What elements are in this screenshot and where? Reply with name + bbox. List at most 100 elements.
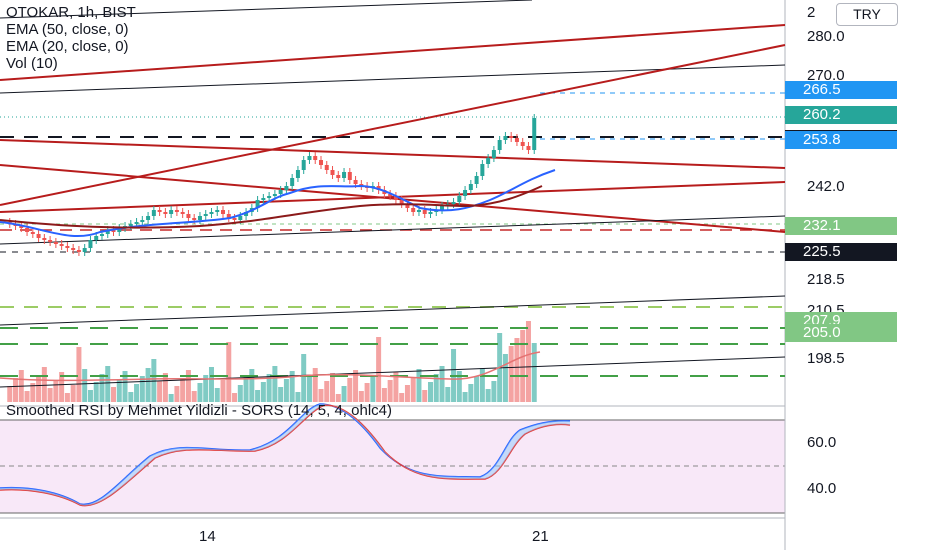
volume-bar	[531, 343, 537, 402]
legend-ema20[interactable]: EMA (20, close, 0)	[6, 38, 129, 55]
candle-body	[203, 214, 208, 216]
volume-bar	[122, 371, 128, 402]
volume-bar	[191, 391, 197, 402]
volume-bar	[30, 383, 36, 402]
candle-body	[65, 246, 70, 248]
candle-body	[347, 172, 352, 180]
volume-bar	[387, 380, 393, 402]
volume-bars	[7, 321, 537, 402]
volume-bar	[376, 337, 382, 402]
volume-bar	[301, 354, 307, 402]
volume-bar	[249, 369, 255, 402]
volume-bar	[226, 342, 232, 402]
candle-body	[255, 200, 260, 208]
volume-bar	[47, 388, 53, 402]
volume-bar	[128, 392, 134, 402]
volume-bar	[116, 379, 122, 402]
volume-bar	[36, 375, 42, 402]
x-tick-label: 14	[199, 528, 216, 545]
volume-bar	[324, 381, 330, 402]
candle-body	[474, 176, 479, 184]
volume-bar	[24, 391, 30, 402]
rsi-title[interactable]: Smoothed RSI by Mehmet Yildizli - SORS (…	[6, 402, 392, 419]
candle-body	[416, 210, 421, 212]
volume-bar	[462, 392, 468, 402]
legend-vol[interactable]: Vol (10)	[6, 55, 58, 72]
candle-body	[342, 172, 347, 178]
volume-bar	[514, 338, 520, 402]
candle-body	[267, 196, 272, 198]
volume-bar	[370, 375, 376, 402]
candle-body	[105, 230, 110, 234]
candle-body	[221, 210, 226, 214]
y-tick-label: 198.5	[807, 350, 845, 367]
candle-body	[174, 210, 179, 212]
volume-bar	[93, 382, 99, 402]
volume-bar	[485, 389, 491, 402]
candle-body	[111, 230, 116, 232]
volume-bar	[474, 376, 480, 402]
candle-body	[192, 218, 197, 220]
volume-bar	[174, 386, 180, 402]
candle-body	[318, 160, 323, 165]
volume-bar	[64, 393, 70, 402]
candle-body	[272, 194, 277, 196]
volume-bar	[410, 377, 416, 402]
candle-body	[290, 178, 295, 186]
trendline-bottom	[0, 356, 786, 388]
price-tag: 260.2	[785, 106, 897, 124]
volume-bar	[168, 394, 174, 402]
volume-bar	[295, 392, 301, 402]
candle-body	[140, 220, 145, 222]
candle-body	[169, 210, 174, 214]
volume-bar	[13, 378, 19, 402]
volume-bar	[220, 380, 226, 402]
y-tick-label: 270.0	[807, 67, 845, 84]
candle-body	[295, 170, 300, 178]
legend-symbol[interactable]: OTOKAR, 1h, BIST	[6, 4, 136, 21]
candle-body	[215, 210, 220, 212]
y-tick-label: 218.5	[807, 271, 845, 288]
candle-body	[313, 156, 318, 160]
volume-bar	[266, 374, 272, 402]
trendline-red-upper	[0, 24, 786, 81]
volume-bar	[7, 386, 13, 402]
volume-bar	[306, 376, 312, 402]
volume-bar	[520, 330, 526, 402]
volume-bar	[312, 368, 318, 402]
candle-body	[376, 186, 381, 190]
rsi-y-tick-label: 60.0	[807, 434, 837, 451]
legend-ema50[interactable]: EMA (50, close, 0)	[6, 21, 129, 38]
candle-body	[244, 212, 249, 216]
candle-body	[468, 184, 473, 190]
candle-body	[186, 214, 191, 218]
candle-body	[278, 190, 283, 194]
volume-bar	[502, 354, 508, 402]
candle-body	[336, 175, 341, 178]
volume-bar	[145, 368, 151, 402]
volume-bar	[330, 373, 336, 402]
candle-body	[497, 140, 502, 150]
candle-body	[261, 198, 266, 200]
ema50-line	[0, 185, 543, 229]
volume-bar	[203, 375, 209, 402]
volume-bar	[260, 382, 266, 402]
volume-bar	[289, 371, 295, 402]
volume-bar	[237, 385, 243, 402]
candle-body	[232, 218, 237, 220]
volume-bar	[151, 359, 157, 402]
volume-bar	[134, 384, 140, 402]
candle-body	[457, 196, 462, 202]
volume-bar	[508, 346, 514, 402]
currency-button[interactable]: TRY	[836, 3, 898, 26]
candle-body	[503, 136, 508, 140]
candle-body	[36, 234, 41, 238]
volume-bar	[82, 369, 88, 402]
trendline-support	[0, 215, 786, 245]
volume-bar	[479, 368, 485, 402]
candle-body	[19, 226, 24, 228]
candle-body	[359, 184, 364, 186]
candle-body	[163, 212, 168, 214]
price-tag: 253.8	[785, 131, 897, 149]
